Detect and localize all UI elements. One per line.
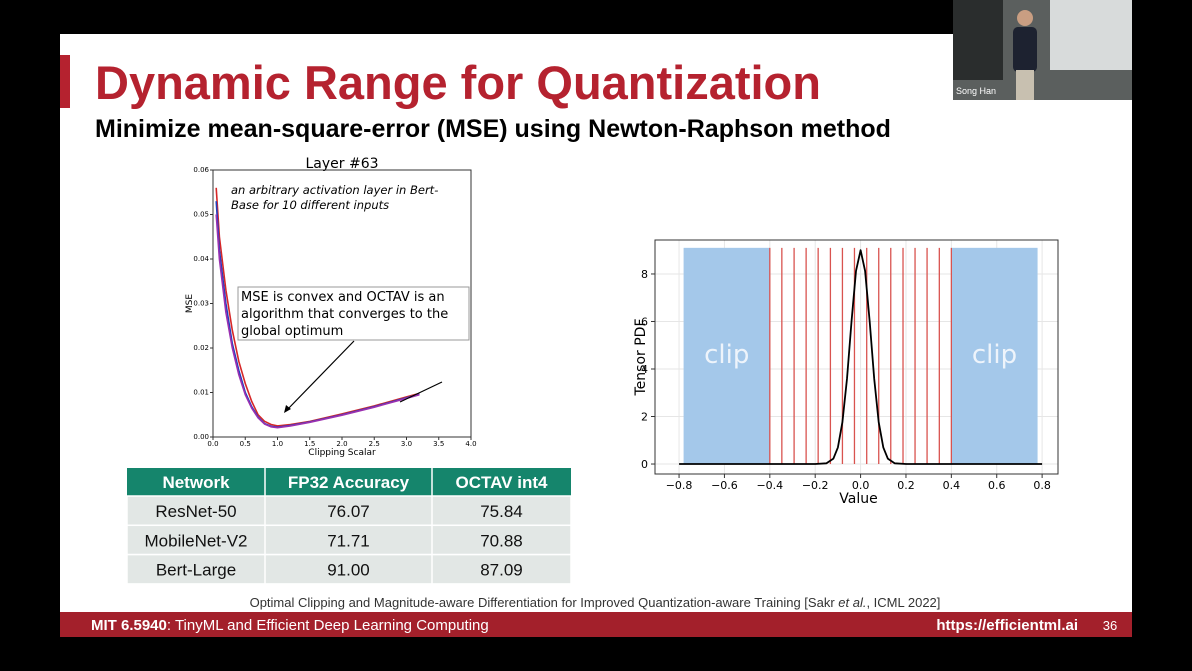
title-accent	[60, 55, 70, 108]
trend-arrow	[399, 381, 443, 403]
y-tick-label: 8	[641, 268, 648, 281]
pdf-curve	[679, 249, 1043, 465]
webcam-wall	[1050, 0, 1132, 70]
y-tick-label: 0.02	[193, 344, 209, 352]
x-axis-label: Clipping Scalar	[308, 448, 376, 458]
x-tick-label: −0.6	[711, 479, 738, 492]
x-tick-label: −0.2	[802, 479, 829, 492]
x-tick-label: 0.0	[852, 479, 870, 492]
table: Network FP32 Accuracy OCTAV int4 ResNet-50 7…	[126, 468, 572, 585]
chart-title: Layer #63	[305, 156, 378, 172]
table-header: Network	[162, 473, 230, 492]
footer-course: MIT 6.5940: TinyML and Efficient Deep Le…	[91, 617, 489, 634]
x-tick-label: 2.5	[369, 440, 380, 448]
table-cell: Bert-Large	[156, 561, 236, 580]
citation-text: , ICML 2022]	[866, 595, 940, 610]
table-header: FP32 Accuracy	[288, 473, 410, 492]
table-header: OCTAV int4	[456, 473, 548, 492]
table-cell: ResNet-50	[155, 502, 236, 521]
x-tick-label: 0.6	[988, 479, 1006, 492]
x-tick-label: −0.4	[756, 479, 783, 492]
callout-text: algorithm that converges to the	[241, 307, 448, 322]
speaker-body	[1013, 27, 1037, 72]
speaker-name: Song Han	[956, 86, 996, 96]
speaker-legs	[1016, 70, 1034, 100]
y-tick-label: 4	[641, 363, 648, 376]
clip-label: clip	[972, 340, 1017, 370]
callout-arrow	[285, 340, 355, 412]
table-cell: MobileNet-V2	[145, 531, 248, 550]
table-header-bg	[127, 468, 571, 496]
clip-label: clip	[704, 340, 749, 370]
x-tick-label: 3.0	[401, 440, 412, 448]
y-tick-label: 6	[641, 315, 648, 328]
x-tick-label: 0.0	[207, 440, 218, 448]
webcam-board	[953, 0, 1003, 80]
table-cell: 87.09	[480, 561, 523, 580]
table-row-bg	[126, 553, 572, 585]
citation-italic: et al.	[838, 595, 866, 610]
y-tick-label: 2	[641, 411, 648, 424]
table-cell: 71.71	[327, 531, 370, 550]
x-tick-label: 0.5	[240, 440, 251, 448]
y-tick-label: 0.01	[193, 389, 209, 397]
callout-text: global optimum	[241, 324, 343, 339]
annotation-note: Base for 10 different inputs	[231, 198, 389, 212]
citation: Optimal Clipping and Magnitude-aware Dif…	[250, 595, 941, 610]
plot-frame	[654, 239, 1059, 475]
right-chart: −0.8 −0.6 −0.4 −0.2 0.0 0.2 0.4 0.6 0.8 0 2 4 6 8 clip…	[633, 239, 1059, 507]
webcam: Song Han	[953, 0, 1132, 100]
annotation-note: an arbitrary activation layer in Bert-	[231, 183, 438, 197]
x-tick-label: 2.0	[336, 440, 347, 448]
speaker-head	[1017, 10, 1033, 26]
citation-text: Optimal Clipping and Magnitude-aware Dif…	[250, 595, 839, 610]
mse-curve	[215, 187, 420, 427]
y-tick-label: 0.00	[193, 433, 209, 441]
y-tick-label: 0	[641, 458, 648, 471]
table-cell: 91.00	[327, 561, 370, 580]
y-tick-label: 0.03	[193, 300, 209, 308]
page-number: 36	[1103, 618, 1117, 633]
y-tick-label: 0.05	[193, 211, 209, 219]
table-cell: 70.88	[480, 531, 523, 550]
x-tick-label: 0.8	[1033, 479, 1051, 492]
mse-curve	[215, 214, 420, 429]
table-row-bg	[126, 524, 572, 556]
table-cell: 75.84	[480, 502, 523, 521]
x-tick-label: 0.2	[897, 479, 915, 492]
slide-title: Dynamic Range for Quantization	[95, 56, 821, 109]
callout-text: MSE is convex and OCTAV is an	[241, 290, 445, 305]
footer-bar	[60, 612, 1132, 637]
clip-region	[683, 247, 770, 465]
x-tick-label: 4.0	[465, 440, 476, 448]
table-row-bg	[126, 495, 572, 527]
footer-url[interactable]: https://efficientml.ai	[936, 617, 1078, 634]
x-tick-label: 0.4	[943, 479, 961, 492]
y-tick-label: 0.06	[193, 166, 209, 174]
y-tick-label: 0.04	[193, 255, 209, 263]
arrow-head	[284, 405, 291, 413]
x-tick-label: −0.8	[666, 479, 693, 492]
table-cell: 76.07	[327, 502, 370, 521]
callout-box	[237, 286, 470, 341]
x-tick-label: 1.0	[272, 440, 283, 448]
left-chart: Layer #63 0.0 0.5 1.0 1.5 2.0 2.5 3.0 3.5 4.0 0.00…	[185, 156, 477, 458]
x-tick-label: 1.5	[304, 440, 315, 448]
slide-subtitle: Minimize mean-square-error (MSE) using N…	[95, 115, 891, 143]
y-axis-label: Tensor PDF	[633, 319, 649, 397]
y-axis-label: MSE	[185, 294, 195, 313]
course-code: MIT 6.5940	[91, 617, 167, 634]
x-tick-label: 3.5	[433, 440, 444, 448]
clip-region	[951, 247, 1038, 465]
x-axis-label: Value	[839, 491, 877, 507]
course-title: : TinyML and Efficient Deep Learning Com…	[167, 617, 489, 634]
